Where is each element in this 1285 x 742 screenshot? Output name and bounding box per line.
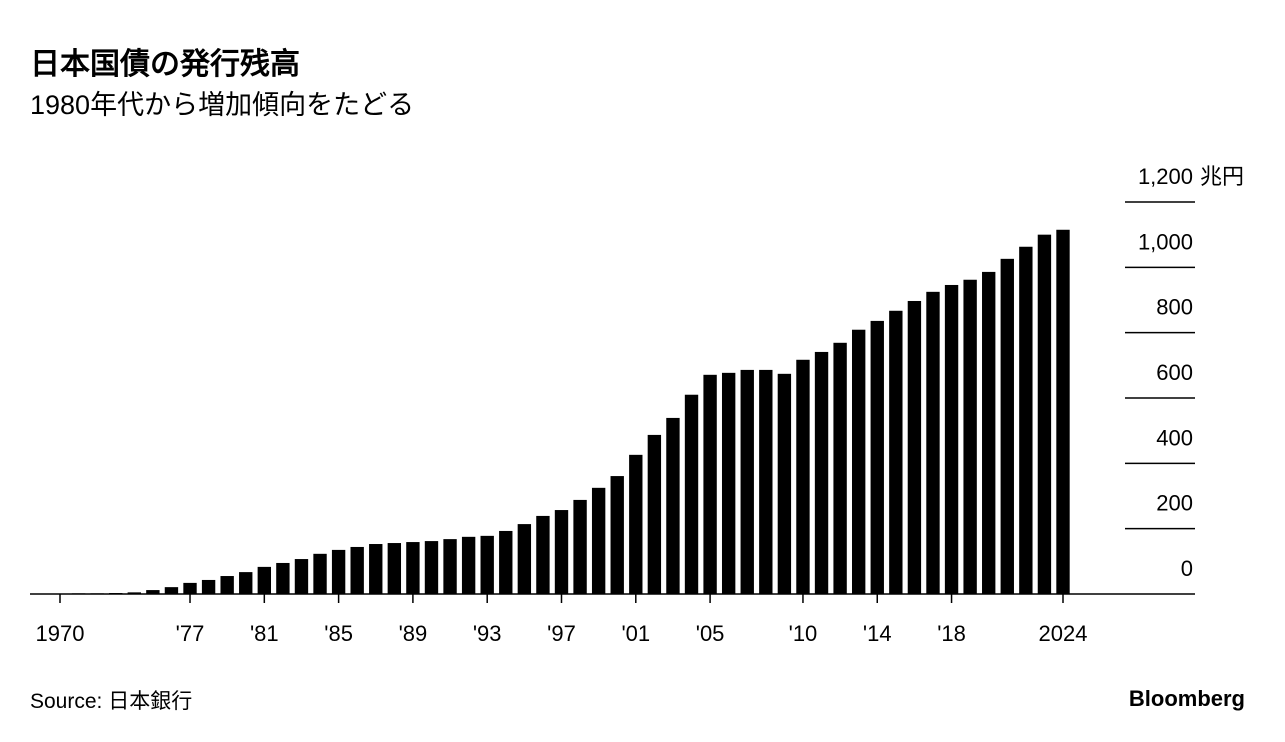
bar — [851, 329, 866, 594]
bar — [684, 394, 699, 594]
x-tick-label: '77 — [176, 621, 205, 646]
bar — [313, 553, 327, 594]
chart-subtitle: 1980年代から増加傾向をたどる — [30, 90, 414, 120]
y-tick-label: 400 — [1156, 425, 1193, 450]
bar — [220, 576, 234, 594]
y-tick-label: 600 — [1156, 360, 1193, 385]
bar — [796, 359, 810, 594]
bar — [833, 342, 847, 594]
y-unit: 兆円 — [1200, 164, 1244, 189]
bar — [461, 536, 476, 594]
bar — [406, 542, 420, 594]
x-tick-label: '14 — [863, 621, 892, 646]
bar — [666, 417, 680, 594]
bar — [109, 593, 123, 594]
bar — [499, 530, 513, 594]
bar — [1000, 258, 1014, 594]
bar — [387, 543, 402, 594]
bar — [721, 372, 736, 594]
y-tick-label: 1,000 — [1138, 229, 1193, 254]
bar — [331, 549, 346, 594]
x-tick-label: '85 — [324, 621, 353, 646]
y-tick-label: 800 — [1156, 295, 1193, 320]
source: Source: 日本銀行 — [30, 690, 192, 713]
bar — [1056, 229, 1070, 594]
y-tick-label: 200 — [1156, 491, 1193, 516]
bar — [629, 454, 643, 594]
bar — [164, 587, 179, 594]
bar — [239, 572, 253, 594]
bar — [759, 369, 773, 594]
bar — [276, 562, 290, 594]
bar — [443, 539, 457, 594]
bar — [146, 590, 160, 594]
bar — [71, 593, 86, 594]
y-tick-label: 1,200 — [1138, 164, 1193, 189]
bar — [183, 582, 197, 594]
bar — [573, 499, 587, 594]
x-tick-label: '18 — [937, 621, 966, 646]
bar — [1019, 246, 1033, 594]
bar — [536, 515, 550, 594]
bar — [647, 434, 662, 594]
bar — [369, 544, 383, 594]
bar — [703, 374, 717, 594]
x-tick-label: '05 — [696, 621, 725, 646]
x-tick-label: 2024 — [1039, 621, 1088, 646]
bar — [480, 535, 494, 594]
bar — [889, 310, 903, 594]
bar — [963, 279, 977, 594]
bar — [814, 351, 829, 594]
bar — [294, 559, 309, 594]
x-tick-label: '89 — [399, 621, 428, 646]
bar — [90, 593, 104, 594]
bar — [591, 487, 606, 594]
bar — [127, 592, 141, 594]
x-tick-label: '81 — [250, 621, 279, 646]
x-tick-label: '93 — [473, 621, 502, 646]
bar — [870, 320, 884, 594]
bar — [907, 300, 922, 594]
bar — [350, 546, 364, 594]
y-tick-label: 0 — [1181, 556, 1193, 581]
bar — [740, 369, 754, 594]
bar — [424, 541, 439, 594]
bar — [944, 284, 959, 594]
chart-title: 日本国債の発行残高 — [30, 48, 300, 81]
bar — [257, 566, 272, 594]
brand: Bloomberg — [1129, 686, 1245, 711]
bar — [517, 524, 532, 594]
x-tick-label: '97 — [547, 621, 576, 646]
bar — [610, 476, 624, 594]
bar — [201, 579, 216, 594]
bar — [777, 373, 792, 594]
bar — [926, 291, 940, 594]
x-tick-label: '10 — [789, 621, 818, 646]
bar — [982, 271, 996, 594]
bar — [1037, 234, 1052, 594]
x-tick-label: 1970 — [36, 621, 85, 646]
bar — [554, 510, 569, 594]
x-tick-label: '01 — [621, 621, 650, 646]
